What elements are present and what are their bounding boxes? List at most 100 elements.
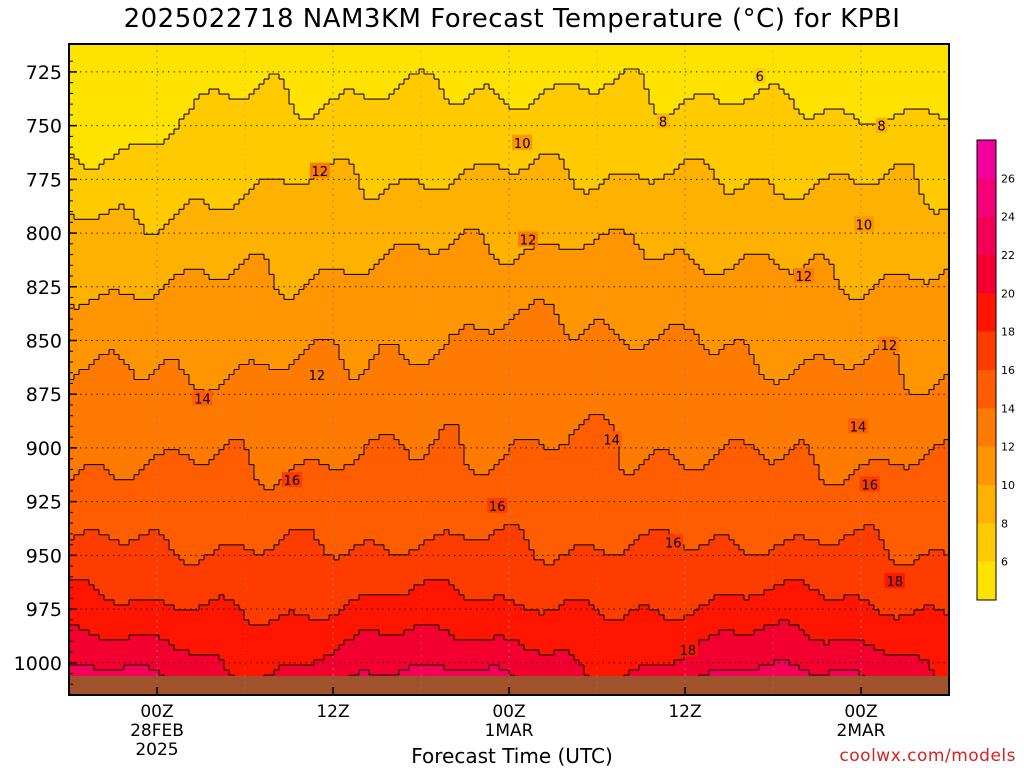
temperature-cell [829, 259, 950, 265]
temperature-cell [619, 449, 655, 456]
temperature-cell [834, 359, 865, 366]
temperature-cell [929, 279, 950, 285]
temperature-cell [459, 429, 575, 436]
temperature-cell [884, 649, 950, 656]
temperature-cell [919, 189, 950, 195]
temperature-cell [884, 119, 950, 125]
temperature-cell [139, 219, 170, 225]
temperature-cell [284, 179, 310, 185]
temperature-cell [524, 604, 560, 611]
temperature-cell [449, 184, 575, 190]
temperature-cell [409, 454, 425, 461]
temperature-cell [464, 99, 505, 105]
temperature-cell [429, 359, 755, 366]
temperature-cell [829, 669, 860, 676]
y-tick-label: 750 [26, 116, 62, 138]
temperature-cell [244, 614, 280, 621]
temperature-cell [359, 184, 390, 190]
temperature-cell [124, 359, 165, 366]
temperature-cell [294, 359, 345, 366]
temperature-cell [409, 449, 430, 456]
temperature-cell [189, 649, 335, 656]
colorbar-tick-label: 6 [1001, 556, 1008, 569]
temperature-cell [884, 539, 950, 546]
temperature-cell [609, 174, 640, 180]
temperature-cell [474, 469, 490, 476]
temperature-cell [784, 539, 820, 546]
temperature-cell [239, 364, 270, 371]
temperature-cell [924, 454, 950, 461]
temperature-cell [99, 589, 410, 596]
contour-label-bg [859, 476, 880, 492]
temperature-cell [244, 609, 290, 616]
temperature-cell [199, 604, 240, 611]
temperature-cell [429, 249, 440, 255]
temperature-cell [319, 169, 355, 175]
contour-label: 18 [886, 575, 903, 590]
temperature-cell [239, 264, 270, 270]
temperature-cell [209, 274, 230, 280]
temperature-cell [324, 549, 350, 556]
temperature-cell [714, 534, 730, 541]
temperature-cell [89, 364, 130, 371]
temperature-cell [274, 279, 310, 285]
temperature-cell [444, 529, 450, 536]
contour-label-bg [601, 431, 622, 447]
temperature-cell [439, 624, 765, 631]
temperature-cell [69, 404, 950, 411]
temperature-cell [794, 369, 900, 376]
temperature-cell [734, 339, 745, 346]
temperature-cell [834, 274, 885, 280]
temperature-cell [184, 204, 210, 210]
temperature-cell [499, 664, 585, 671]
temperature-cell [864, 359, 900, 366]
temperature-cell [874, 644, 950, 651]
temperature-cell [164, 284, 275, 290]
temperature-cell [194, 99, 290, 105]
temperature-cell [719, 99, 745, 105]
temperature-cell [644, 459, 680, 466]
temperature-cell [69, 634, 100, 641]
contour-label: 14 [194, 393, 211, 408]
temperature-cell [119, 289, 160, 295]
temperature-cell [494, 594, 505, 601]
temperature-cell [69, 214, 75, 220]
temperature-cell [69, 99, 195, 105]
temperature-cell [329, 464, 345, 471]
temperature-cell [309, 344, 340, 351]
colorbar-tick-label: 18 [1001, 326, 1015, 339]
temperature-cell [509, 319, 560, 326]
temperature-cell [489, 249, 525, 255]
temperature-cell [799, 664, 930, 671]
temperature-cell [854, 364, 900, 371]
temperature-cell [934, 384, 950, 391]
temperature-cell [164, 599, 210, 606]
temperature-cell [379, 194, 785, 200]
temperature-cell [434, 354, 755, 361]
temperature-cell [919, 654, 950, 661]
temperature-cell [879, 529, 950, 536]
temperature-cell [554, 304, 950, 311]
temperature-cell [914, 559, 950, 566]
temperature-cell [174, 214, 950, 220]
temperature-cell [849, 294, 865, 300]
temperature-cell [314, 534, 435, 541]
temperature-cell [694, 94, 715, 100]
temperature-cell [394, 244, 420, 250]
temperature-cell [639, 69, 950, 75]
temperature-cell [69, 219, 140, 225]
temperature-cell [769, 84, 780, 90]
temperature-cell [69, 429, 440, 436]
temperature-cell [369, 269, 705, 275]
temperature-cell [419, 544, 530, 551]
temperature-cell [539, 609, 545, 616]
temperature-cell [344, 359, 370, 366]
temperature-cell [924, 279, 930, 285]
temperature-cell [269, 269, 320, 275]
temperature-cell [704, 344, 725, 351]
temperature-cell [69, 284, 165, 290]
temperature-cell [329, 614, 605, 621]
temperature-cell [529, 544, 575, 551]
temperature-cell [834, 269, 945, 275]
temperature-cell [869, 289, 950, 295]
